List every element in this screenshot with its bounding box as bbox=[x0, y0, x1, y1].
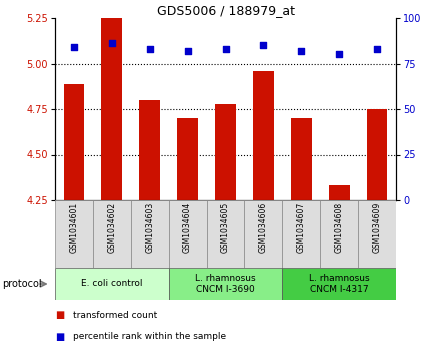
Bar bbox=[63, 83, 84, 200]
Bar bbox=[101, 18, 122, 200]
Bar bbox=[253, 71, 274, 200]
Point bbox=[260, 42, 267, 48]
Bar bbox=[291, 118, 312, 200]
Bar bbox=[282, 200, 320, 268]
Bar bbox=[131, 200, 169, 268]
Point bbox=[298, 48, 305, 54]
Point bbox=[222, 46, 229, 52]
Bar bbox=[139, 100, 160, 200]
Bar bbox=[358, 200, 396, 268]
Text: GSM1034607: GSM1034607 bbox=[297, 202, 306, 253]
Text: GSM1034602: GSM1034602 bbox=[107, 202, 116, 253]
Point bbox=[336, 52, 343, 57]
Bar bbox=[320, 200, 358, 268]
Point bbox=[70, 44, 77, 50]
Bar bbox=[245, 200, 282, 268]
Text: GSM1034604: GSM1034604 bbox=[183, 202, 192, 253]
Text: GSM1034608: GSM1034608 bbox=[335, 202, 344, 253]
Text: E. coli control: E. coli control bbox=[81, 280, 143, 289]
Point bbox=[108, 41, 115, 46]
Text: percentile rank within the sample: percentile rank within the sample bbox=[73, 332, 226, 341]
Text: GSM1034605: GSM1034605 bbox=[221, 202, 230, 253]
Point bbox=[374, 46, 381, 52]
Bar bbox=[93, 200, 131, 268]
Bar bbox=[206, 200, 245, 268]
Bar bbox=[329, 185, 350, 200]
Bar bbox=[55, 200, 93, 268]
Text: ■: ■ bbox=[55, 310, 64, 320]
Bar bbox=[169, 268, 282, 300]
Bar bbox=[367, 109, 388, 200]
Text: L. rhamnosus
CNCM I-4317: L. rhamnosus CNCM I-4317 bbox=[309, 274, 370, 294]
Bar bbox=[215, 103, 236, 200]
Text: protocol: protocol bbox=[2, 279, 42, 289]
Title: GDS5006 / 188979_at: GDS5006 / 188979_at bbox=[157, 4, 294, 17]
Text: GSM1034609: GSM1034609 bbox=[373, 202, 381, 253]
Text: GSM1034603: GSM1034603 bbox=[145, 202, 154, 253]
Bar bbox=[55, 268, 169, 300]
Text: L. rhamnosus
CNCM I-3690: L. rhamnosus CNCM I-3690 bbox=[195, 274, 256, 294]
Bar bbox=[169, 200, 206, 268]
Text: transformed count: transformed count bbox=[73, 310, 157, 319]
Bar bbox=[177, 118, 198, 200]
Point bbox=[184, 48, 191, 54]
Text: GSM1034606: GSM1034606 bbox=[259, 202, 268, 253]
Text: GSM1034601: GSM1034601 bbox=[70, 202, 78, 253]
Text: ■: ■ bbox=[55, 332, 64, 342]
Point bbox=[146, 46, 153, 52]
Bar bbox=[282, 268, 396, 300]
